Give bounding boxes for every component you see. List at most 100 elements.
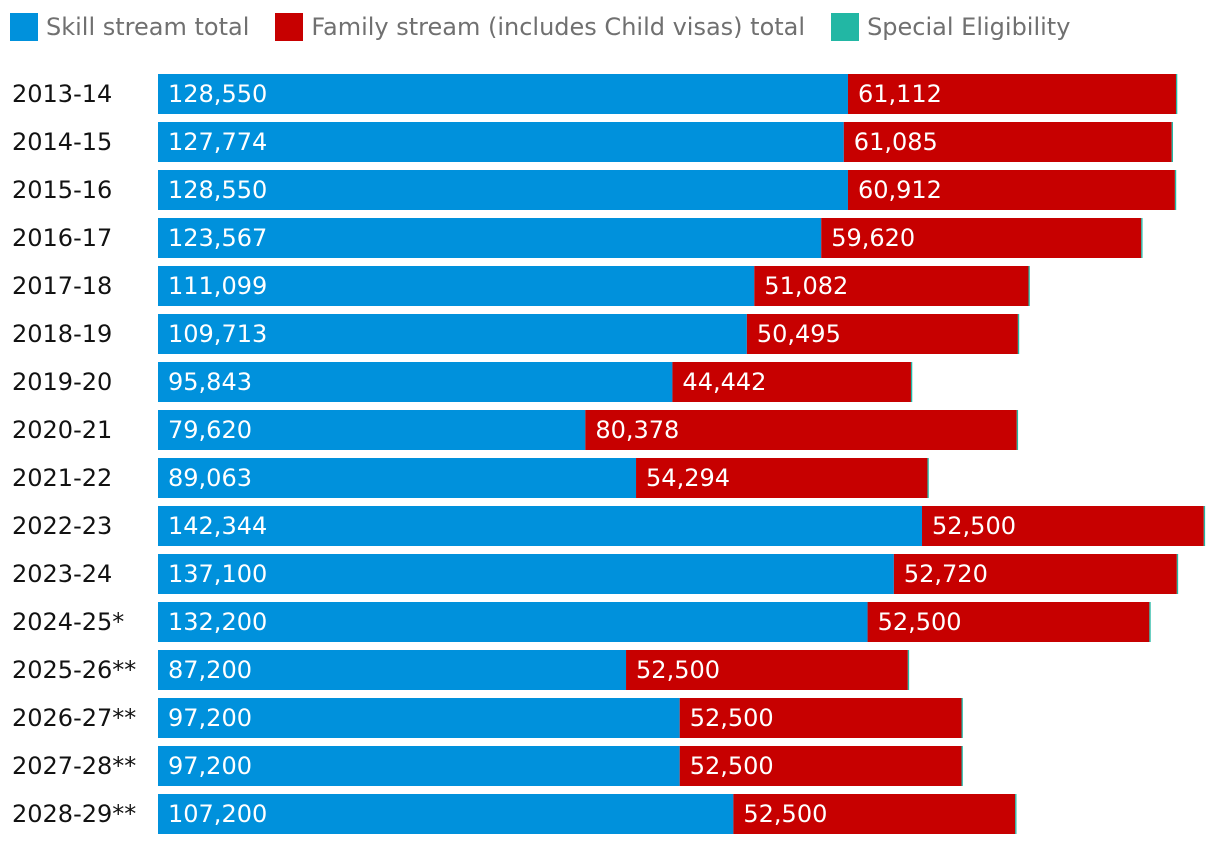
legend-swatch-special (831, 13, 860, 41)
bar-segment-skill (158, 362, 673, 402)
bar-segment-skill (158, 506, 923, 546)
category-label: 2023-24 (12, 560, 112, 588)
data-label-skill: 128,550 (168, 176, 267, 204)
bar-segment-special (1016, 410, 1019, 450)
data-label-skill: 127,774 (168, 128, 267, 156)
bar-segment-skill (158, 74, 848, 114)
bar-segment-special (1141, 218, 1143, 258)
bar-segment-skill (158, 122, 844, 162)
bar-segment-family (922, 506, 1204, 546)
category-label: 2022-23 (12, 512, 112, 540)
chart-legend: Skill stream total Family stream (includ… (10, 10, 1096, 44)
data-label-family: 44,442 (682, 368, 766, 396)
bar-segment-skill (158, 602, 868, 642)
data-label-skill: 97,200 (168, 704, 252, 732)
data-label-skill: 132,200 (168, 608, 267, 636)
bar-segment-skill (158, 698, 680, 738)
bar-segment-family (626, 650, 908, 690)
bar-segment-family (847, 74, 1176, 114)
data-label-family: 54,294 (646, 464, 730, 492)
bar-segment-family (821, 218, 1142, 258)
bar-segment-family (679, 746, 962, 786)
bar-segment-family (843, 122, 1172, 162)
data-label-skill: 137,100 (168, 560, 267, 588)
legend-item-special: Special Eligibility (831, 13, 1070, 41)
data-label-family: 80,378 (595, 416, 679, 444)
category-label: 2013-14 (12, 80, 112, 108)
bar-segment-skill (158, 794, 734, 834)
legend-label-family: Family stream (includes Child visas) tot… (311, 13, 806, 41)
legend-label-skill: Skill stream total (46, 13, 250, 41)
legend-item-skill: Skill stream total (10, 13, 249, 41)
data-label-skill: 89,063 (168, 464, 252, 492)
data-label-skill: 95,843 (168, 368, 252, 396)
data-label-family: 50,495 (757, 320, 841, 348)
data-label-family: 52,500 (743, 800, 827, 828)
category-label: 2025-26** (12, 656, 136, 684)
bar-segment-skill (158, 554, 894, 594)
bar-segment-family (585, 410, 1017, 450)
data-label-skill: 107,200 (168, 800, 267, 828)
category-label: 2018-19 (12, 320, 112, 348)
bar-segment-special (1175, 74, 1178, 114)
bar-segment-family (636, 458, 928, 498)
bar-segment-family (679, 698, 962, 738)
bar-segment-special (1176, 554, 1179, 594)
bar-segment-special (1174, 170, 1177, 210)
category-label: 2027-28** (12, 752, 136, 780)
bar-segment-skill (158, 218, 822, 258)
data-label-family: 52,500 (636, 656, 720, 684)
data-label-family: 52,500 (690, 752, 774, 780)
bar-segment-family (754, 266, 1029, 306)
data-label-family: 51,082 (764, 272, 848, 300)
bar-segment-special (1149, 602, 1151, 642)
category-label: 2019-20 (12, 368, 112, 396)
bar-segment-family (847, 170, 1175, 210)
data-label-skill: 97,200 (168, 752, 252, 780)
category-label: 2016-17 (12, 224, 112, 252)
data-label-skill: 79,620 (168, 416, 252, 444)
bar-segment-skill (158, 746, 680, 786)
category-label: 2024-25* (12, 608, 124, 636)
bar-segment-family (733, 794, 1016, 834)
bar-segment-family (893, 554, 1177, 594)
data-label-family: 61,085 (854, 128, 938, 156)
bar-segment-special (1015, 794, 1017, 834)
bar-segment-special (1028, 266, 1030, 306)
bar-segment-skill (158, 170, 848, 210)
bar-segment-skill (158, 650, 627, 690)
data-label-family: 59,620 (831, 224, 915, 252)
category-label: 2017-18 (12, 272, 112, 300)
bar-segment-special (961, 698, 963, 738)
bar-segment-family (867, 602, 1150, 642)
legend-label-special: Special Eligibility (867, 13, 1071, 41)
data-label-family: 52,500 (690, 704, 774, 732)
bar-segment-skill (158, 458, 637, 498)
data-label-family: 52,720 (904, 560, 988, 588)
bar-segment-special (1171, 122, 1173, 162)
bar-segment-special (927, 458, 929, 498)
category-label: 2026-27** (12, 704, 136, 732)
bar-segment-special (1203, 506, 1206, 546)
legend-swatch-skill (10, 13, 38, 41)
data-label-family: 61,112 (858, 80, 942, 108)
category-label: 2014-15 (12, 128, 112, 156)
bar-segment-special (907, 650, 910, 690)
category-label: 2020-21 (12, 416, 112, 444)
data-label-skill: 123,567 (168, 224, 267, 252)
data-label-skill: 109,713 (168, 320, 267, 348)
bar-segment-special (910, 362, 913, 402)
data-label-family: 52,500 (932, 512, 1016, 540)
bar-segment-special (961, 746, 963, 786)
bar-segment-skill (158, 314, 747, 354)
data-label-family: 52,500 (878, 608, 962, 636)
bar-segment-family (672, 362, 911, 402)
data-label-skill: 111,099 (168, 272, 267, 300)
bar-segment-skill (158, 266, 755, 306)
data-label-skill: 87,200 (168, 656, 252, 684)
legend-item-family: Family stream (includes Child visas) tot… (275, 13, 805, 41)
bar-segment-skill (158, 410, 586, 450)
legend-swatch-family (275, 13, 304, 41)
bar-segment-family (746, 314, 1018, 354)
